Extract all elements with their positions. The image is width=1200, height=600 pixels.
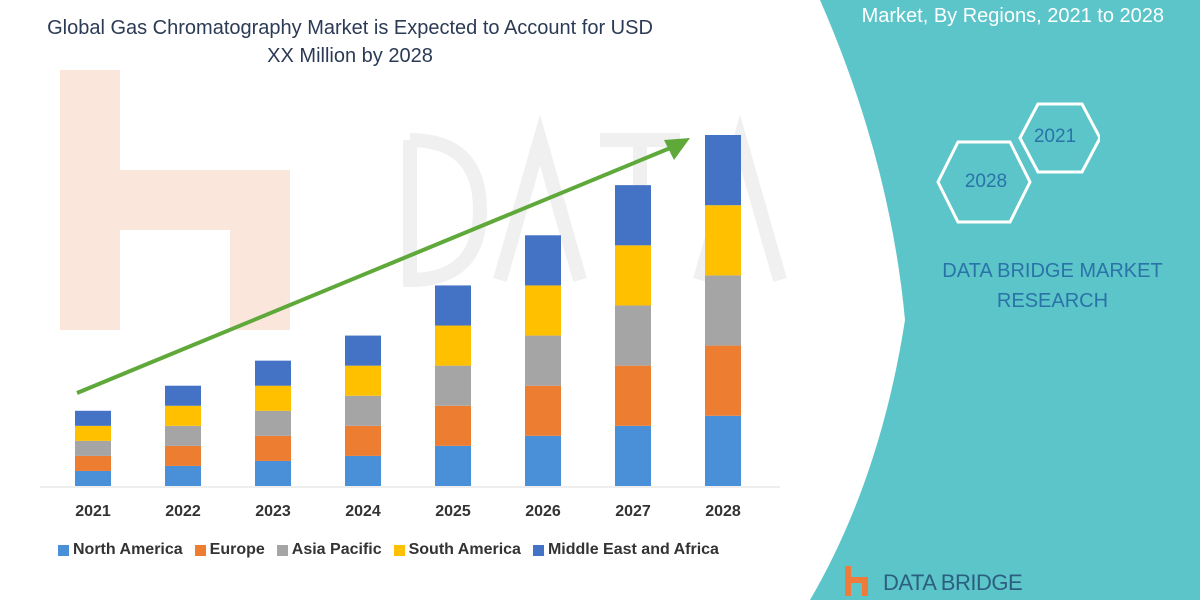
x-tick-label: 2026 [525, 503, 561, 520]
bar-segment-2023-0 [255, 460, 291, 486]
legend-label: Europe [209, 541, 265, 558]
watermark-logo [60, 70, 290, 330]
hexagon-2021 [1018, 102, 1100, 174]
bar-segment-2027-3 [615, 245, 651, 306]
legend-swatch [194, 544, 206, 556]
bar-segment-2028-4 [705, 135, 741, 206]
legend-label: Asia Pacific [291, 541, 382, 558]
bar-segment-2024-2 [345, 395, 381, 426]
legend-item: South America [393, 541, 521, 559]
bar-segment-2022-1 [165, 445, 201, 466]
x-tick-label: 2028 [705, 503, 741, 520]
legend-swatch [393, 544, 405, 556]
bar-segment-2024-4 [345, 335, 381, 366]
bar-segment-2026-0 [525, 435, 561, 486]
bar-segment-2025-3 [435, 325, 471, 366]
trend-arrow [76, 144, 676, 395]
legend-swatch [532, 544, 544, 556]
stacked-bar-chart [40, 135, 780, 488]
x-tick-label: 2022 [165, 503, 201, 520]
bar-segment-2024-3 [345, 365, 381, 396]
legend: North America Europe Asia Pacific South Ame… [58, 541, 719, 559]
x-tick-label: 2027 [615, 503, 651, 520]
x-tick-label: 2024 [345, 503, 381, 520]
side-panel [810, 0, 1200, 600]
bar-segment-2027-1 [615, 365, 651, 426]
bar-segment-2026-1 [525, 385, 561, 436]
bar-segment-2028-2 [705, 275, 741, 346]
bar-segment-2028-3 [705, 205, 741, 276]
bar-segment-2027-2 [615, 305, 651, 366]
chart-title: Global Gas Chromatography Market is Expe… [47, 17, 653, 67]
bar-segment-2026-3 [525, 285, 561, 336]
bar-segment-2024-0 [345, 455, 381, 486]
bar-segment-2021-4 [75, 410, 111, 426]
brand-text: DATA BRIDGE MARKET RESEARCH [942, 260, 1163, 312]
logo-text: DATA BRIDGE [883, 570, 1023, 595]
bar-segment-2023-4 [255, 360, 291, 386]
bar-segment-2023-3 [255, 385, 291, 411]
bar-segment-2024-1 [345, 425, 381, 456]
bar-segment-2025-1 [435, 405, 471, 446]
bar-segment-2023-1 [255, 435, 291, 461]
bar-segment-2021-1 [75, 455, 111, 471]
bar-segment-2025-4 [435, 285, 471, 326]
hexagon-2028 [936, 140, 1032, 224]
x-tick-label: 2023 [255, 503, 291, 520]
legend-swatch [276, 544, 288, 556]
bar-segment-2025-2 [435, 365, 471, 406]
bar-segment-2022-3 [165, 405, 201, 426]
bar-segment-2022-4 [165, 385, 201, 406]
bar-segment-2027-4 [615, 185, 651, 246]
bar-segment-2022-0 [165, 465, 201, 486]
x-tick-label: 2021 [75, 503, 111, 520]
legend-item: Europe [194, 541, 265, 559]
bar-segment-2026-4 [525, 235, 561, 286]
bar-segment-2021-3 [75, 425, 111, 441]
legend-label: Middle East and Africa [547, 541, 719, 558]
bar-segment-2027-0 [615, 425, 651, 486]
legend-item: Asia Pacific [276, 541, 382, 559]
bar-segment-2025-0 [435, 445, 471, 486]
legend-label: North America [73, 541, 183, 558]
bar-segment-2021-2 [75, 440, 111, 456]
trend-arrow-head [664, 138, 690, 160]
logo-icon [845, 566, 868, 596]
legend-label: South America [408, 541, 521, 558]
bar-segment-2028-0 [705, 415, 741, 486]
x-tick-label: 2025 [435, 503, 471, 520]
hex-label-2028: 2028 [964, 171, 1008, 192]
legend-item: Middle East and Africa [532, 541, 719, 559]
bar-segment-2023-2 [255, 410, 291, 436]
legend-item: North America [58, 541, 183, 559]
bar-segment-2028-1 [705, 345, 741, 416]
footer-logo: DATA BRIDGE [843, 566, 1023, 600]
hex-label-2021: 2021 [1033, 126, 1077, 147]
bar-segment-2022-2 [165, 425, 201, 446]
hexagon-graphic [936, 102, 1100, 224]
bar-segment-2026-2 [525, 335, 561, 386]
side-panel-title: Market, By Regions, 2021 to 2028 [861, 5, 1164, 27]
legend-swatch [58, 544, 69, 556]
bar-segment-2021-0 [75, 470, 111, 486]
